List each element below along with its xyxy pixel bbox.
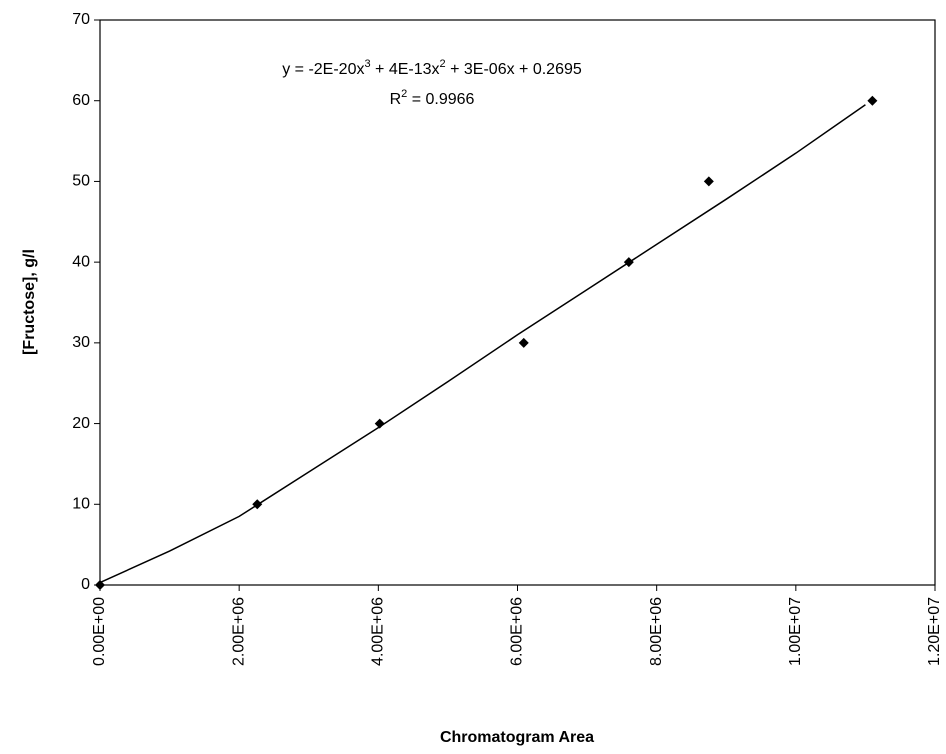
x-tick-label: 8.00E+06 [648,597,665,666]
y-tick-label: 10 [72,496,90,513]
y-tick-label: 50 [72,173,90,190]
data-point [867,96,877,106]
text-part: + 4E-13x [371,61,440,78]
chart: Chromatogram Area [Fructose], g/l y = -2… [0,0,946,754]
text-part: + 3E-06x + 0.2695 [446,61,582,78]
text-part: R [390,91,402,108]
x-tick-label: 1.00E+07 [787,597,804,666]
y-tick-label: 70 [72,11,90,28]
plot-frame [100,20,935,585]
x-tick-label: 4.00E+06 [370,597,387,666]
text-part: = 0.9966 [407,91,474,108]
y-tick-label: 20 [72,415,90,432]
y-tick-label: 30 [72,334,90,351]
text-part: y = -2E-20x [282,61,364,78]
data-point [519,338,529,348]
page: Chromatogram Area [Fructose], g/l y = -2… [0,0,946,754]
x-tick-label: 0.00E+00 [91,597,108,666]
trend-equation: y = -2E-20x3 + 4E-13x2 + 3E-06x + 0.2695 [282,58,582,78]
x-axis-label: Chromatogram Area [440,729,594,746]
x-tick-label: 2.00E+06 [230,597,247,666]
trend-line [100,105,865,583]
y-tick-label: 0 [81,576,90,593]
r-squared: R2 = 0.9966 [390,88,475,108]
x-tick-label: 1.20E+07 [926,597,943,666]
data-point [704,176,714,186]
y-tick-label: 40 [72,253,90,270]
x-tick-label: 6.00E+06 [509,597,526,666]
y-tick-label: 60 [72,92,90,109]
y-axis-label: [Fructose], g/l [21,249,38,355]
